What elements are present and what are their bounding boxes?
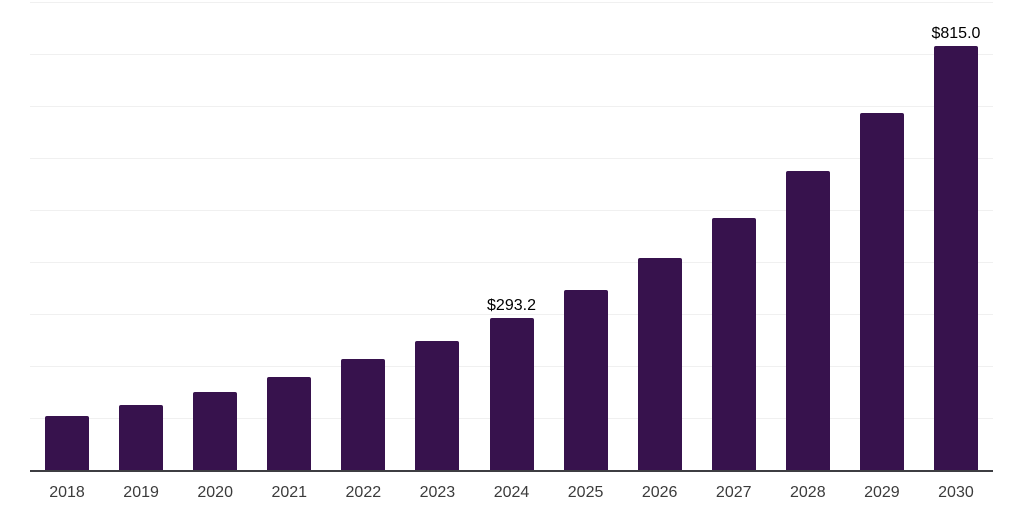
- bar-2025: [563, 290, 608, 470]
- x-tick-label-2029: 2029: [864, 484, 900, 501]
- bar-2020: [193, 392, 238, 470]
- gridline-800: [30, 54, 993, 55]
- bar-2022: [341, 359, 386, 470]
- bar-2019: [119, 405, 164, 470]
- x-tick-label-2019: 2019: [123, 484, 159, 501]
- gridline-300: [30, 314, 993, 315]
- gridline-600: [30, 158, 993, 159]
- x-tick-label-2018: 2018: [49, 484, 85, 501]
- x-tick-label-2022: 2022: [345, 484, 382, 501]
- x-tick-label-2025: 2025: [567, 484, 604, 501]
- gridline-700: [30, 106, 993, 107]
- x-tick-label-2020: 2020: [197, 484, 233, 501]
- x-tick-label-2021: 2021: [271, 484, 308, 501]
- bar-2029: [859, 112, 904, 470]
- x-tick-label-2028: 2028: [790, 484, 826, 501]
- x-axis-line: [30, 470, 993, 472]
- x-tick-label-2026: 2026: [641, 484, 678, 501]
- bar-2023: [415, 340, 460, 470]
- bar-2026: [637, 257, 682, 470]
- x-tick-label-2030: 2030: [938, 484, 974, 501]
- gridline-400: [30, 262, 993, 263]
- bar-2027: [711, 217, 756, 470]
- x-tick-label-2023: 2023: [419, 484, 456, 501]
- value-label-2024: $293.2: [487, 296, 536, 314]
- bar-2024: [489, 317, 534, 470]
- gridline-900: [30, 2, 993, 3]
- bar-2018: [45, 415, 90, 470]
- gridline-500: [30, 210, 993, 211]
- x-tick-label-2027: 2027: [715, 484, 752, 501]
- x-tick-label-2024: 2024: [493, 484, 530, 501]
- value-label-2030: $815.0: [931, 25, 981, 43]
- bar-2021: [267, 376, 312, 470]
- bar-2028: [785, 171, 830, 470]
- bar-2030: [933, 46, 978, 470]
